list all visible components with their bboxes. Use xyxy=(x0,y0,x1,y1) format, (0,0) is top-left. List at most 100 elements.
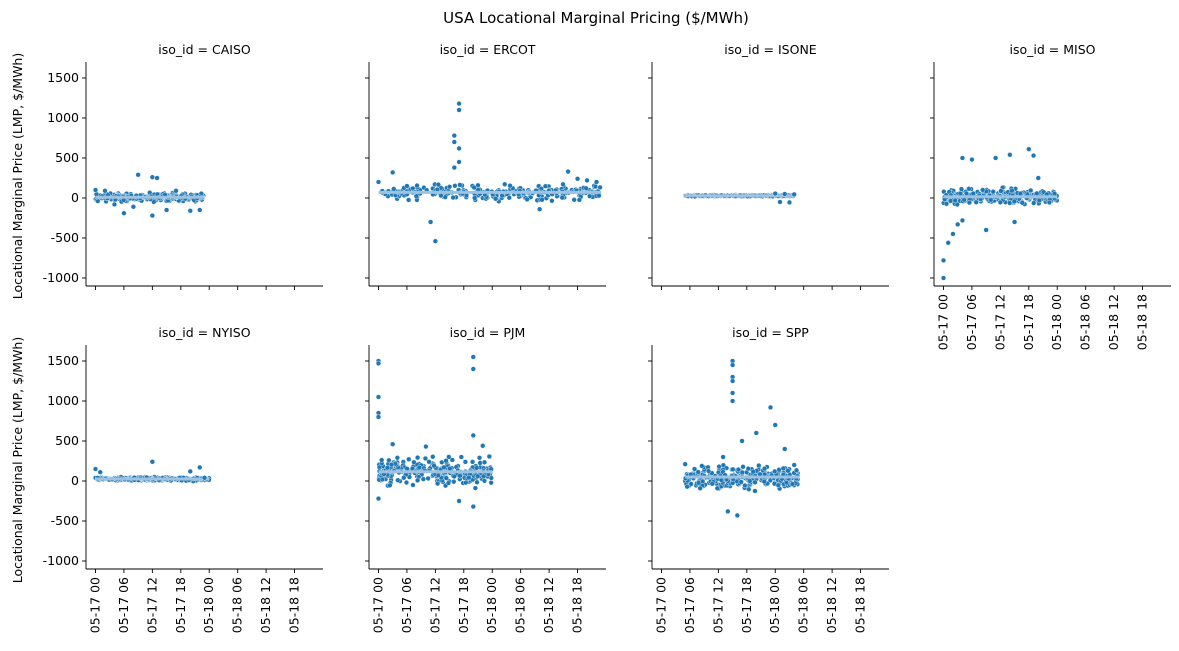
x-tick-label: 05-18 18 xyxy=(287,577,302,633)
x-tick-label: 05-18 12 xyxy=(541,577,556,633)
data-point xyxy=(201,475,208,481)
data-point xyxy=(597,184,603,190)
data-point xyxy=(450,194,456,201)
data-point xyxy=(470,432,476,439)
data-point xyxy=(375,360,382,367)
y-axis-label-bottom: Locational Marginal Price (LMP, $/MWh) xyxy=(10,337,25,583)
data-point xyxy=(725,508,731,515)
data-point xyxy=(456,107,462,113)
data-point xyxy=(767,404,774,411)
data-point xyxy=(750,469,756,475)
data-point xyxy=(1028,187,1034,194)
data-point xyxy=(471,184,477,191)
data-point xyxy=(394,455,400,461)
data-point xyxy=(457,473,463,479)
data-point xyxy=(472,195,478,201)
data-point xyxy=(549,198,555,204)
x-tick-label: 05-18 12 xyxy=(824,577,839,633)
data-point xyxy=(442,194,448,200)
data-point xyxy=(684,484,690,490)
data-point xyxy=(451,165,457,171)
data-point xyxy=(149,174,155,180)
data-point xyxy=(959,217,966,224)
data-point xyxy=(973,199,979,205)
data-point xyxy=(714,485,720,491)
data-point xyxy=(695,469,701,475)
data-point xyxy=(691,466,698,472)
data-point xyxy=(747,478,753,484)
data-point xyxy=(1036,197,1042,204)
data-point xyxy=(596,193,602,199)
data-point xyxy=(475,182,481,188)
data-point xyxy=(441,464,447,470)
y-tick-label: 500 xyxy=(55,150,79,165)
data-point xyxy=(752,479,758,485)
data-point xyxy=(434,481,441,487)
data-point xyxy=(742,482,748,489)
data-point xyxy=(786,199,793,206)
data-point xyxy=(97,469,103,475)
x-tick-label: 05-18 00 xyxy=(1049,294,1064,350)
data-point xyxy=(780,465,786,472)
data-point xyxy=(406,197,412,203)
x-tick-label: 05-17 18 xyxy=(739,577,754,633)
data-point xyxy=(952,197,958,204)
panel-title: iso_id = MISO xyxy=(1010,42,1096,57)
data-point xyxy=(154,175,160,181)
data-point xyxy=(699,463,705,469)
data-point xyxy=(709,481,715,487)
data-point xyxy=(481,459,488,465)
data-point xyxy=(592,183,599,190)
data-point xyxy=(476,455,483,461)
data-point xyxy=(791,191,797,198)
data-point xyxy=(92,466,99,472)
data-point xyxy=(130,204,137,210)
data-point xyxy=(772,422,778,428)
x-tick-label: 05-18 00 xyxy=(484,577,499,633)
data-point xyxy=(1035,175,1041,181)
data-point xyxy=(738,479,744,485)
x-tick-label: 05-17 00 xyxy=(370,577,385,633)
x-tick-label: 05-18 06 xyxy=(513,577,528,633)
x-tick-label: 05-18 06 xyxy=(230,577,245,633)
data-point xyxy=(700,478,706,484)
data-point xyxy=(406,456,412,462)
data-point xyxy=(452,183,458,189)
data-point xyxy=(457,182,463,188)
x-tick-label: 05-17 06 xyxy=(964,294,979,350)
data-point xyxy=(375,414,382,420)
data-point xyxy=(384,465,391,471)
data-point xyxy=(387,482,393,488)
x-tick-label: 05-17 18 xyxy=(456,577,471,633)
data-point xyxy=(739,438,745,444)
x-tick-label: 05-17 12 xyxy=(710,577,725,633)
x-tick-label: 05-17 18 xyxy=(173,577,188,633)
x-tick-label: 05-18 06 xyxy=(796,577,811,633)
data-point xyxy=(446,454,452,460)
data-point xyxy=(438,192,444,199)
panel-pjm: iso_id = PJM 05-17 00 05-17 06 05-17 12 05-1… xyxy=(365,325,606,633)
data-point xyxy=(945,240,951,246)
data-point xyxy=(415,477,421,483)
data-point xyxy=(539,197,545,203)
data-point xyxy=(163,207,170,213)
data-point xyxy=(593,179,600,185)
data-point xyxy=(451,133,457,139)
data-point xyxy=(537,206,543,212)
data-point xyxy=(404,183,410,189)
data-point xyxy=(411,459,417,465)
data-point xyxy=(151,199,157,205)
panel-caiso: iso_id = CAISO -1000 -500 0 500 1000 1500 xyxy=(43,42,323,290)
data-point xyxy=(451,139,457,145)
data-point xyxy=(507,183,513,189)
data-point xyxy=(423,444,429,450)
data-point xyxy=(789,481,796,487)
data-point xyxy=(480,443,486,449)
data-point xyxy=(435,182,441,188)
data-point xyxy=(542,183,549,189)
x-tick-label: 05-18 00 xyxy=(201,577,216,633)
y-tick-label: 1500 xyxy=(47,70,79,85)
data-point xyxy=(524,196,530,203)
data-point xyxy=(197,464,203,471)
